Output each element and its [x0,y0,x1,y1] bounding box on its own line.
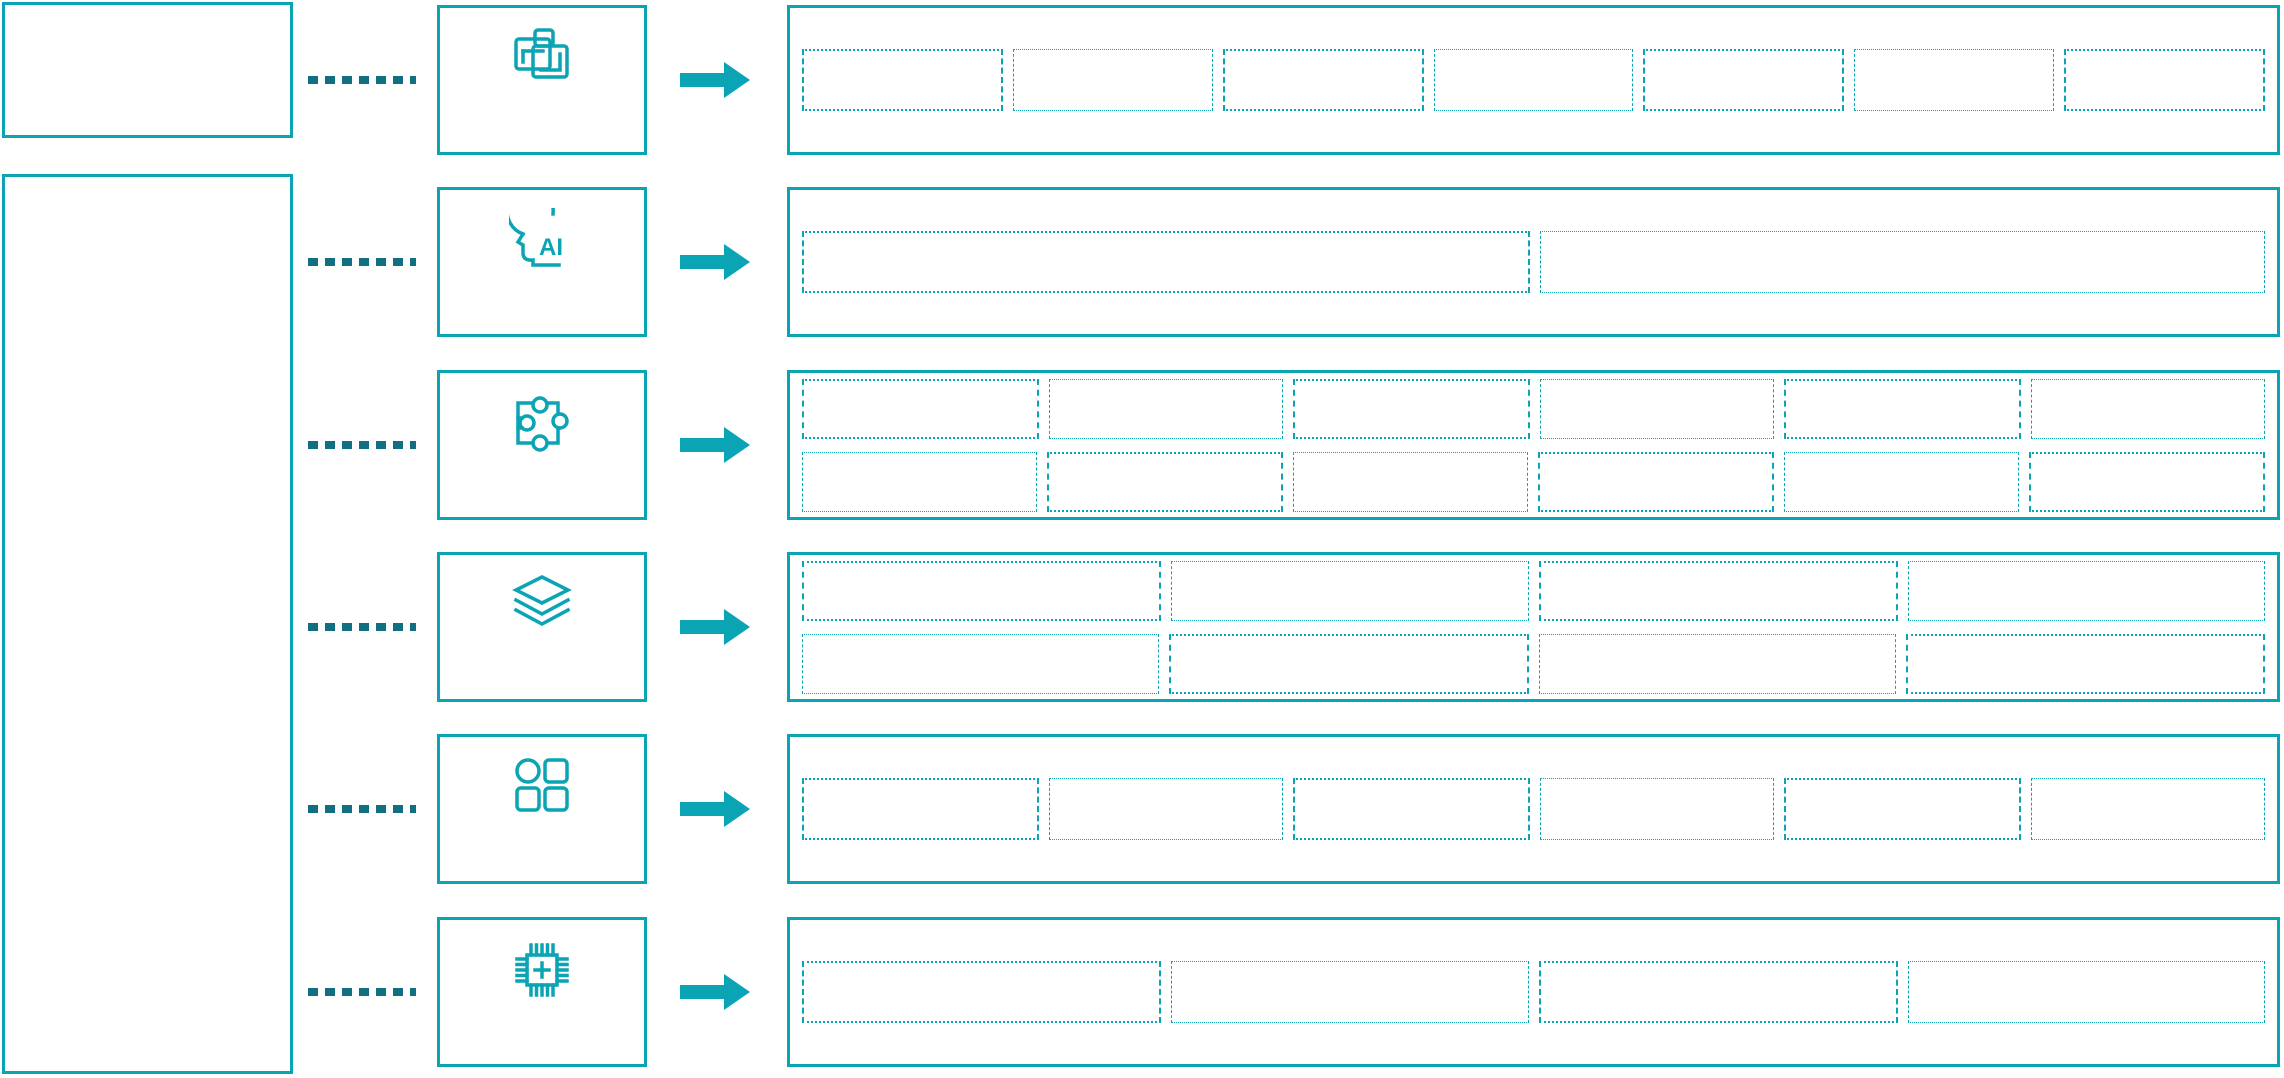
arrow-right-icon [680,60,750,100]
placeholder-cell[interactable] [1538,633,1896,694]
dashed-connector [308,623,416,631]
layers-shape[interactable] [437,552,647,702]
placeholder-cell[interactable] [1784,778,2021,840]
placeholder-panel-4 [787,552,2280,702]
placeholder-cell[interactable] [802,231,1530,293]
puzzle-piece-icon [510,391,574,460]
placeholder-cell-row [802,961,2265,1023]
placeholder-cell[interactable] [1013,49,1213,111]
puzzle-piece-shape[interactable] [437,370,647,520]
placeholder-cell[interactable] [802,49,1004,111]
placeholder-cell[interactable] [802,560,1162,621]
flow-row-5 [0,734,2284,884]
placeholder-cell[interactable] [1048,778,1283,840]
placeholder-cell[interactable] [1433,49,1634,111]
placeholder-cell[interactable] [1538,961,1898,1023]
placeholder-cell-row [802,778,2265,840]
placeholder-panel-6 [787,917,2280,1067]
dashed-connector [308,258,416,266]
flow-row-6 [0,917,2284,1067]
placeholder-cell-row [802,451,2265,512]
placeholder-cell-row [802,231,2265,293]
placeholder-cell[interactable] [1046,451,1283,512]
placeholder-cell-row [802,378,2265,439]
placeholder-cell-row [802,633,2265,694]
placeholder-cell[interactable] [1048,378,1283,439]
dashed-connector [308,76,416,84]
overlapping-frames-shape[interactable] [437,5,647,155]
flow-row-1 [0,5,2284,155]
placeholder-cell[interactable] [1169,633,1529,694]
placeholder-cell[interactable] [1171,560,1529,621]
placeholder-cell[interactable] [1537,451,1774,512]
placeholder-cell[interactable] [1539,231,2265,293]
flow-row-2: AI [0,185,2284,337]
placeholder-cell[interactable] [802,378,1039,439]
placeholder-panel-1 [787,5,2280,155]
ai-head-icon: AI [505,185,575,279]
arrow-right-icon [680,972,750,1012]
placeholder-cell[interactable] [1784,451,2019,512]
placeholder-cell[interactable] [1539,778,1774,840]
placeholder-cell[interactable] [1293,778,1530,840]
placeholder-cell-row [802,560,2265,621]
top-left-box[interactable] [2,2,293,138]
placeholder-panel-2 [787,187,2280,337]
placeholder-cell[interactable] [1293,451,1528,512]
placeholder-cell[interactable] [802,778,1039,840]
chip-plus-icon [510,938,574,1007]
placeholder-cell[interactable] [2028,451,2265,512]
dashed-connector [308,988,416,996]
layers-icon [510,573,574,638]
placeholder-cell[interactable] [802,451,1037,512]
placeholder-cell[interactable] [2030,378,2265,439]
dashed-connector [308,441,416,449]
arrow-right-icon [680,789,750,829]
placeholder-cell[interactable] [1171,961,1529,1023]
placeholder-cell[interactable] [1854,49,2054,111]
placeholder-panel-5 [787,734,2280,884]
placeholder-cell[interactable] [1907,961,2265,1023]
placeholder-panel-3 [787,370,2280,520]
arrow-right-icon [680,607,750,647]
placeholder-cell[interactable] [1905,633,2265,694]
chip-plus-shape[interactable] [437,917,647,1067]
placeholder-cell-row [802,49,2265,111]
overlapping-frames-icon [510,26,574,95]
arrow-right-icon [680,242,750,282]
placeholder-cell[interactable] [1907,560,2265,621]
placeholder-cell[interactable] [802,961,1162,1023]
placeholder-cell[interactable] [2030,778,2265,840]
placeholder-cell[interactable] [1222,49,1424,111]
placeholder-cell[interactable] [1539,378,1774,439]
ai-head-shape[interactable]: AI [437,185,647,337]
apps-grid-icon [512,755,572,820]
placeholder-cell[interactable] [802,633,1160,694]
placeholder-cell[interactable] [1538,560,1898,621]
apps-grid-shape[interactable] [437,734,647,884]
placeholder-cell[interactable] [1643,49,1845,111]
arrow-right-icon [680,425,750,465]
placeholder-cell[interactable] [1784,378,2021,439]
ai-label: AI [539,234,563,261]
placeholder-cell[interactable] [1293,378,1530,439]
placeholder-cell[interactable] [2063,49,2265,111]
dashed-connector [308,805,416,813]
flow-row-4 [0,552,2284,702]
flow-row-3 [0,370,2284,520]
tall-left-box[interactable] [2,174,293,1074]
